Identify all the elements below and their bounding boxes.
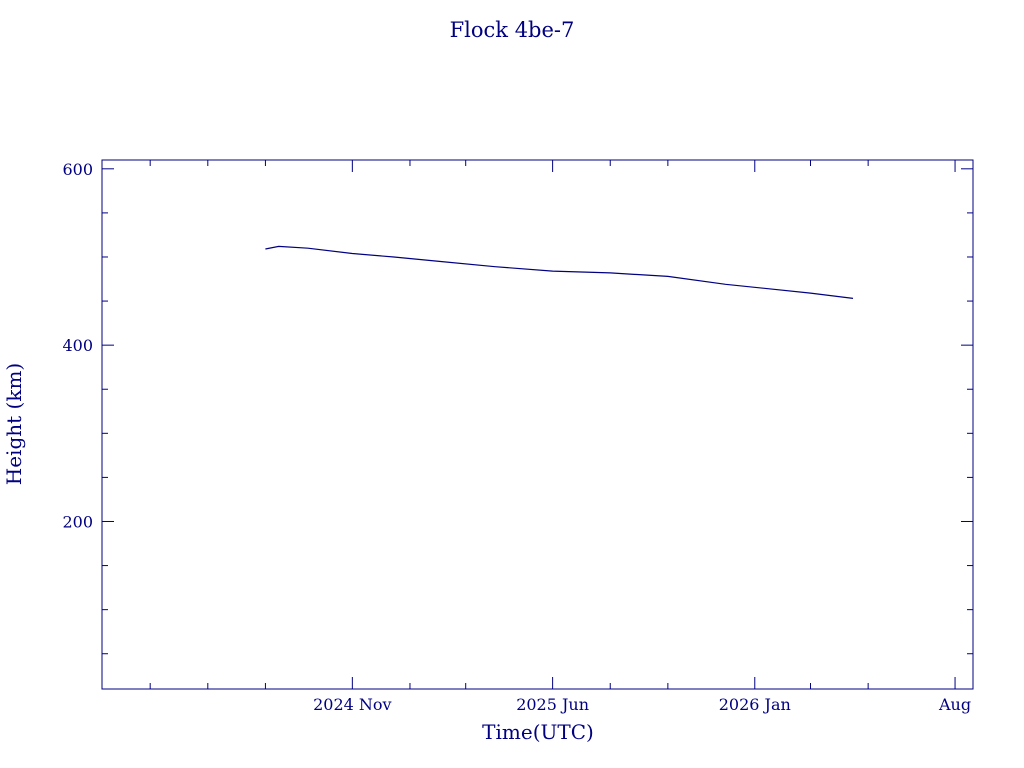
x-tick-label: 2025 Jun: [516, 695, 589, 714]
x-axis-label: Time(UTC): [482, 720, 594, 744]
x-tick-label: Aug: [938, 695, 971, 714]
y-tick-label: 400: [62, 336, 93, 355]
plot-area: [101, 159, 974, 690]
chart-title: Flock 4be-7: [450, 18, 575, 42]
series-group: [265, 245, 854, 299]
axis-ticks: [102, 160, 973, 689]
x-tick-label: 2026 Jan: [719, 695, 791, 714]
tick-labels: 2024 Nov 2025 Jun 2026 Jan Aug 200 400 600: [62, 160, 971, 714]
y-axis-label: Height (km): [2, 363, 26, 485]
x-tick-label: 2024 Nov: [313, 695, 391, 714]
y-tick-label: 600: [62, 160, 93, 179]
series-line: [265, 245, 854, 299]
y-tick-label: 200: [62, 512, 93, 531]
